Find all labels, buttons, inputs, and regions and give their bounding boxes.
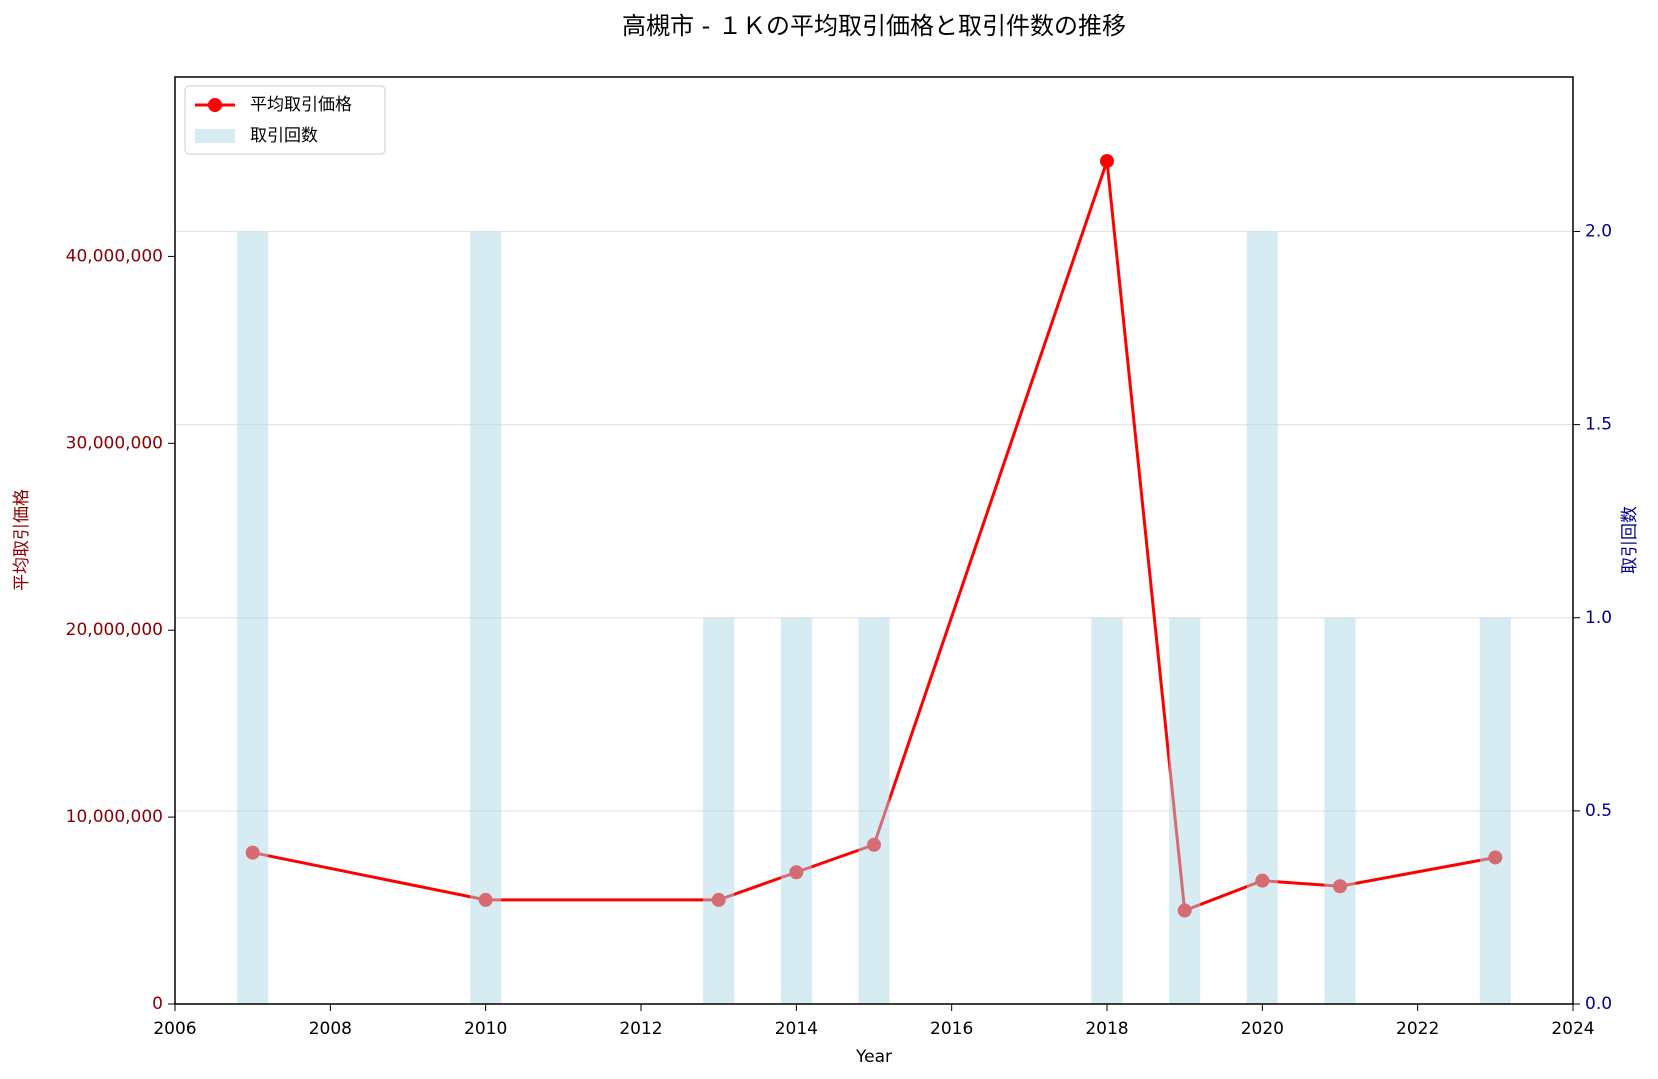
y2-tick-label: 1.0 (1585, 608, 1612, 628)
y2-tick-label: 0.5 (1585, 801, 1612, 821)
bar (1169, 617, 1201, 1004)
bar (1479, 617, 1511, 1004)
y-tick-label: 40,000,000 (66, 246, 163, 266)
chart-title: 高槻市 - １Ｋの平均取引価格と取引件数の推移 (622, 12, 1126, 40)
x-tick-label: 2014 (775, 1019, 818, 1039)
y-tick-label: 20,000,000 (66, 620, 163, 640)
y2-tick-label: 1.5 (1585, 415, 1612, 435)
bar (858, 617, 890, 1004)
legend-swatch (195, 129, 235, 143)
legend-marker (208, 98, 222, 112)
plot-frame (174, 76, 1574, 1005)
bar (237, 231, 269, 1004)
bar (1246, 231, 1278, 1004)
bar (703, 617, 735, 1004)
y-tick-label: 10,000,000 (66, 807, 163, 827)
legend-label: 平均取引価格 (250, 95, 352, 115)
y-tick-label: 30,000,000 (66, 433, 163, 453)
y-tick-label: 0 (152, 994, 163, 1014)
x-tick-label: 2010 (464, 1019, 507, 1039)
x-axis-label: Year (855, 1047, 892, 1067)
x-tick-label: 2024 (1551, 1019, 1594, 1039)
x-tick-label: 2012 (619, 1019, 662, 1039)
x-tick-label: 2006 (153, 1019, 196, 1039)
line (252, 160, 1496, 913)
x-tick-label: 2016 (930, 1019, 973, 1039)
y2-axis-label: 取引回数 (1620, 506, 1640, 574)
bar (470, 231, 502, 1004)
legend-label: 取引回数 (250, 126, 318, 146)
y2-tick-label: 2.0 (1585, 222, 1612, 242)
x-tick-label: 2020 (1241, 1019, 1284, 1039)
x-tick-label: 2022 (1396, 1019, 1439, 1039)
x-tick-label: 2008 (309, 1019, 352, 1039)
x-tick-label: 2018 (1085, 1019, 1128, 1039)
bar (1091, 617, 1123, 1004)
point (1100, 154, 1114, 169)
y2-tick-label: 0.0 (1585, 994, 1612, 1014)
y-axis-label: 平均取引価格 (12, 489, 32, 591)
bar (1324, 617, 1356, 1004)
bar (780, 617, 812, 1004)
